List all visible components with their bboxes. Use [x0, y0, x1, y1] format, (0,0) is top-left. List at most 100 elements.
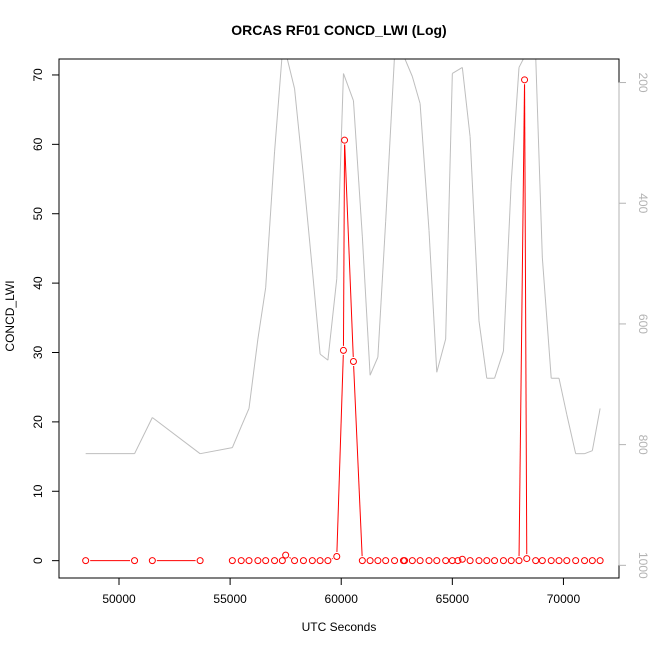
- right-y-tick-label: 1000: [636, 552, 650, 579]
- altitude-segment: [510, 67, 520, 183]
- altitude-segment: [461, 67, 471, 137]
- concentration-point: [341, 136, 349, 144]
- right-y-axis: 200 400 600 800 1000: [618, 73, 650, 579]
- concentration-point: [358, 557, 366, 565]
- altitude-segment: [558, 378, 568, 415]
- altitude-segment: [342, 73, 354, 101]
- concentration-point: [581, 557, 589, 565]
- y-tick-label: 0: [31, 557, 45, 564]
- altitude-segment: [265, 151, 276, 288]
- concentration-segment: [289, 557, 292, 559]
- altitude-segment: [518, 59, 524, 68]
- altitude-segment: [591, 408, 601, 451]
- altitude-segment: [404, 59, 413, 77]
- altitude-segment: [428, 230, 438, 373]
- altitude-segment: [478, 320, 488, 379]
- concentration-point: [374, 557, 382, 565]
- altitude-segment: [419, 103, 430, 231]
- right-y-tick-label: 200: [636, 73, 650, 93]
- concentration-point: [291, 557, 299, 565]
- concentration-segment: [518, 84, 526, 557]
- concentration-point: [507, 557, 515, 565]
- y-tick-label: 60: [31, 137, 45, 151]
- altitude-segment: [445, 73, 453, 340]
- concentration-point: [555, 557, 563, 565]
- concentration-segment: [353, 365, 363, 557]
- altitude-segment: [248, 338, 259, 409]
- altitude-segment: [336, 73, 344, 279]
- concentration-point: [82, 557, 90, 565]
- concentration-point: [299, 557, 307, 565]
- concentration-segment: [344, 144, 354, 358]
- altitude-segment: [294, 88, 304, 177]
- altitude-segment: [469, 136, 480, 321]
- y-axis-label: CONCD_LWI: [3, 280, 17, 351]
- y-tick-label: 20: [31, 415, 45, 429]
- concentration-point: [262, 557, 270, 565]
- concentration-point: [324, 557, 332, 565]
- concentration-point: [401, 557, 409, 565]
- concentration-point: [563, 557, 571, 565]
- concentration-point: [425, 557, 433, 565]
- concentration-point: [532, 557, 540, 565]
- right-y-tick-label: 800: [636, 435, 650, 455]
- chart-title: ORCAS RF01 CONCD_LWI (Log): [231, 22, 446, 38]
- concentration-point: [254, 557, 262, 565]
- altitude-segment: [286, 59, 296, 89]
- right-y-tick-label: 600: [636, 314, 650, 334]
- concentration-point: [475, 557, 483, 565]
- right-y-tick-label: 400: [636, 193, 650, 213]
- altitude-segment: [535, 59, 543, 258]
- concentration-point: [237, 557, 245, 565]
- y-axis: 0 10 20 30 40 50 60 70: [31, 68, 60, 564]
- x-tick-label: 55000: [213, 592, 247, 606]
- altitude-segment: [327, 278, 338, 361]
- concentration-point: [433, 557, 441, 565]
- altitude-segment: [152, 417, 201, 455]
- concentration-point: [454, 557, 462, 565]
- concentration-point: [339, 346, 347, 354]
- altitude-segment: [240, 408, 250, 427]
- x-axis-label: UTC Seconds: [302, 620, 377, 634]
- concentration-point: [491, 557, 499, 565]
- altitude-segment: [352, 100, 363, 237]
- x-tick-label: 50000: [102, 592, 136, 606]
- concentration-point: [148, 557, 156, 565]
- concentration-point: [308, 557, 316, 565]
- concentration-point: [131, 557, 139, 565]
- concentration-point: [515, 557, 523, 565]
- altitude-segment: [584, 450, 593, 455]
- altitude-segment: [377, 221, 387, 358]
- altitude-segment: [274, 59, 283, 152]
- x-axis: 50000 55000 60000 65000 70000: [102, 577, 581, 606]
- concentration-point: [458, 555, 466, 563]
- concentration-point: [349, 358, 357, 366]
- concentration-point: [416, 557, 424, 565]
- concentration-point: [196, 557, 204, 565]
- concentration-point: [366, 557, 374, 565]
- concentration-point: [466, 557, 474, 565]
- altitude-segment: [566, 414, 577, 454]
- altitude-segment: [541, 257, 552, 379]
- altitude-series: [85, 59, 601, 455]
- x-tick-label: 60000: [325, 592, 359, 606]
- concentration-point: [316, 557, 324, 565]
- altitude-segment: [200, 447, 233, 455]
- y-tick-label: 70: [31, 68, 45, 82]
- y-tick-label: 30: [31, 346, 45, 360]
- x-tick-label: 65000: [436, 592, 470, 606]
- altitude-segment: [452, 67, 463, 74]
- concentration-series: [82, 76, 604, 565]
- altitude-segment: [311, 269, 321, 355]
- concentration-point: [391, 557, 399, 565]
- concentration-segment: [524, 84, 528, 555]
- y-tick-label: 50: [31, 207, 45, 221]
- altitude-segment: [385, 59, 395, 222]
- concentration-segment: [336, 354, 344, 553]
- x-tick-label: 70000: [547, 592, 581, 606]
- concentration-segment: [342, 144, 346, 346]
- altitude-segment: [134, 417, 153, 454]
- concentration-point: [588, 557, 596, 565]
- altitude-segment: [436, 338, 447, 373]
- concentration-point: [538, 557, 546, 565]
